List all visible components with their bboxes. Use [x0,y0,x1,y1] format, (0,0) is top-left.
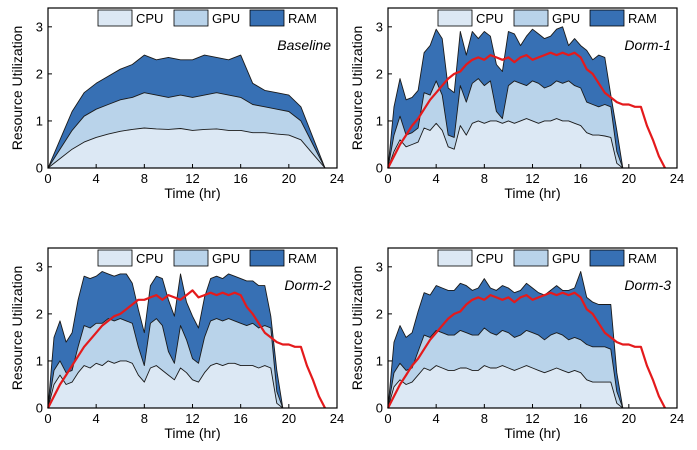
legend-label-gpu: GPU [212,251,240,266]
legend-swatch-ram [249,249,285,267]
panel-title: Dorm-1 [624,37,671,53]
legend-swatch-ram [589,9,625,27]
x-tick-label: 24 [330,171,344,186]
legend-swatch-cpu [97,249,133,267]
legend-label-gpu: GPU [552,251,580,266]
y-tick-label: 2 [376,306,383,321]
legend-label-cpu: CPU [476,11,503,26]
y-tick-label: 3 [36,19,43,34]
x-tick-label: 20 [622,171,636,186]
legend-label-ram: RAM [628,251,657,266]
y-tick-label: 3 [376,19,383,34]
legend-label-cpu: CPU [476,251,503,266]
x-tick-label: 8 [141,171,148,186]
y-tick-label: 2 [36,306,43,321]
area-cpu [387,118,624,169]
legend-swatch-cpu [437,249,473,267]
legend-label-cpu: CPU [136,251,163,266]
x-tick-label: 8 [481,411,488,426]
y-tick-label: 3 [376,259,383,274]
x-tick-label: 20 [282,171,296,186]
x-tick-label: 16 [573,411,587,426]
y-tick-label: 3 [36,259,43,274]
demand-line [387,51,666,169]
x-tick-label: 24 [670,411,684,426]
legend-label-ram: RAM [288,251,317,266]
y-tick-label: 1 [36,353,43,368]
area-cpu [47,360,284,409]
y-tick-label: 2 [36,66,43,81]
x-tick-label: 8 [481,171,488,186]
x-tick-label: 0 [44,411,51,426]
legend-swatch-gpu [513,249,549,267]
area-cpu [387,365,624,409]
y-axis-label: Resource Utilization [349,266,365,391]
x-axis-label: Time (hr) [164,425,220,441]
x-tick-label: 20 [622,411,636,426]
x-tick-label: 0 [384,171,391,186]
x-tick-label: 12 [185,411,199,426]
panel-title: Dorm-2 [284,277,331,293]
legend-label-ram: RAM [628,11,657,26]
legend-swatch-gpu [513,9,549,27]
x-tick-label: 16 [233,411,247,426]
y-tick-label: 1 [376,113,383,128]
legend-label-gpu: GPU [212,11,240,26]
legend-swatch-gpu [173,249,209,267]
x-axis-label: Time (hr) [504,425,560,441]
y-axis-label: Resource Utilization [349,26,365,151]
legend-swatch-cpu [97,9,133,27]
y-tick-label: 1 [36,113,43,128]
x-tick-label: 16 [233,171,247,186]
x-tick-label: 16 [573,171,587,186]
x-tick-label: 12 [525,411,539,426]
legend-swatch-ram [249,9,285,27]
x-tick-label: 0 [384,411,391,426]
y-tick-label: 0 [36,401,43,416]
x-tick-label: 0 [44,171,51,186]
legend-swatch-ram [589,249,625,267]
x-tick-label: 24 [330,411,344,426]
legend-label-gpu: GPU [552,11,580,26]
y-axis-label: Resource Utilization [9,266,25,391]
y-axis-label: Resource Utilization [9,26,25,151]
legend-swatch-cpu [437,9,473,27]
legend-label-cpu: CPU [136,11,163,26]
x-tick-label: 4 [433,171,440,186]
x-tick-label: 12 [185,171,199,186]
x-axis-label: Time (hr) [164,185,220,201]
area-cpu [47,127,326,169]
x-tick-label: 20 [282,411,296,426]
y-tick-label: 0 [36,161,43,176]
x-tick-label: 4 [433,411,440,426]
y-tick-label: 1 [376,353,383,368]
y-tick-label: 0 [376,161,383,176]
legend-swatch-gpu [173,9,209,27]
x-axis-label: Time (hr) [504,185,560,201]
demand-line [47,289,326,409]
y-tick-label: 2 [376,66,383,81]
x-tick-label: 24 [670,171,684,186]
y-tick-label: 0 [376,401,383,416]
panel-title: Dorm-3 [624,277,671,293]
demand-line [387,291,666,409]
x-tick-label: 8 [141,411,148,426]
x-tick-label: 4 [93,171,100,186]
x-tick-label: 4 [93,411,100,426]
legend-label-ram: RAM [288,11,317,26]
panel-title: Baseline [277,37,331,53]
x-tick-label: 12 [525,171,539,186]
